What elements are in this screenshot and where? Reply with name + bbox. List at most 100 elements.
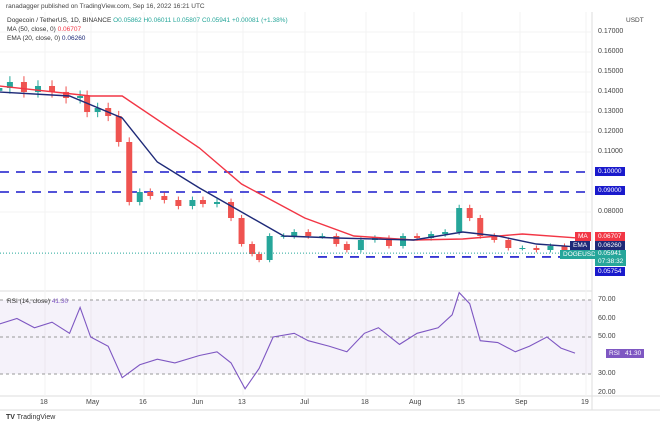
price-tick: 0.11000 bbox=[598, 148, 623, 155]
candle bbox=[561, 246, 568, 250]
time-tick: Aug bbox=[409, 399, 422, 406]
ohlc-high: H0.06011 bbox=[143, 17, 172, 24]
rsi-label: RSI (14, close) bbox=[7, 298, 50, 305]
legend-symbol: Dogecoin / TetherUS, 1D, BINANCE O0.0586… bbox=[7, 17, 288, 24]
candle bbox=[126, 142, 133, 202]
level-tag-010: 0.10000 bbox=[595, 167, 625, 176]
rsi-tick: 70.00 bbox=[598, 296, 616, 303]
price-tick: 0.17000 bbox=[598, 28, 624, 35]
ohlc-low: L0.05807 bbox=[173, 17, 201, 24]
candle bbox=[20, 82, 27, 92]
legend-rsi[interactable]: RSI (14, close) 41.30 bbox=[7, 298, 68, 305]
candle bbox=[442, 232, 449, 234]
candle bbox=[477, 218, 484, 236]
candle bbox=[77, 96, 84, 98]
rsi-value-tag: 41.30 bbox=[622, 349, 645, 358]
time-tick: 13 bbox=[238, 399, 246, 406]
candle bbox=[533, 248, 540, 250]
rsi-value: 41.30 bbox=[51, 298, 69, 305]
countdown: 07:38:32 bbox=[598, 258, 624, 265]
candle bbox=[34, 86, 41, 92]
ma50-line bbox=[0, 85, 576, 241]
candle bbox=[385, 238, 392, 246]
price-tick: 0.12000 bbox=[598, 128, 624, 135]
candle bbox=[94, 108, 101, 112]
ema20-line bbox=[0, 91, 576, 248]
price-tick: 0.08000 bbox=[598, 208, 624, 215]
candle bbox=[238, 218, 245, 244]
ema-tag: EMA bbox=[570, 241, 591, 250]
candle bbox=[189, 200, 196, 206]
candle bbox=[333, 236, 340, 244]
rsi-tick: 30.00 bbox=[598, 370, 616, 377]
candle bbox=[256, 254, 263, 260]
ma-label: MA (50, close, 0) bbox=[7, 26, 56, 33]
price-tick: 0.14000 bbox=[598, 88, 624, 95]
time-tick: May bbox=[86, 399, 100, 406]
candle bbox=[63, 92, 70, 98]
symbol-label: Dogecoin / TetherUS, 1D, BINANCE bbox=[7, 17, 112, 24]
time-tick: 16 bbox=[139, 399, 147, 406]
candle bbox=[305, 232, 312, 236]
candle bbox=[249, 244, 256, 254]
candle bbox=[147, 192, 154, 196]
candle bbox=[319, 236, 326, 237]
ohlc-close: C0.05941 bbox=[201, 17, 231, 24]
candle bbox=[491, 236, 498, 240]
candle bbox=[0, 88, 3, 91]
ma-tag: MA bbox=[575, 232, 591, 241]
currency-label: USDT bbox=[626, 17, 644, 24]
rsi-tick: 20.00 bbox=[598, 388, 616, 396]
candle bbox=[175, 200, 182, 206]
last-price: 0.05941 bbox=[598, 250, 622, 257]
time-tick: Jul bbox=[300, 399, 309, 406]
candle bbox=[49, 86, 56, 92]
support-tag: 0.05754 bbox=[595, 267, 625, 276]
symbol-tag: DOGEUSDT bbox=[560, 250, 603, 259]
rsi-tick: 60.00 bbox=[598, 314, 616, 322]
candle bbox=[466, 208, 473, 218]
candle bbox=[414, 236, 421, 238]
ema-price-tag: 0.06260 bbox=[595, 241, 625, 250]
candle bbox=[161, 196, 168, 200]
candle bbox=[115, 116, 122, 142]
ma-price-tag: 0.06707 bbox=[595, 232, 625, 241]
time-tick: 18 bbox=[40, 399, 48, 406]
candle bbox=[519, 248, 526, 249]
candle bbox=[6, 82, 13, 88]
ema-value: 0.06260 bbox=[61, 35, 86, 42]
candle bbox=[343, 244, 350, 250]
last-price-tag: 0.05941 07:38:32 bbox=[595, 250, 627, 266]
candle bbox=[228, 202, 235, 218]
ema-label: EMA (20, close, 0) bbox=[7, 35, 61, 42]
candle bbox=[357, 240, 364, 250]
candle bbox=[213, 202, 220, 204]
candle bbox=[136, 192, 143, 202]
candle bbox=[266, 236, 273, 260]
ohlc-change: +0.00081 (+1.38%) bbox=[231, 17, 288, 24]
ma-value: 0.06707 bbox=[57, 26, 82, 33]
candle bbox=[456, 208, 463, 232]
rsi-tag: RSI bbox=[606, 349, 623, 358]
rsi-line bbox=[0, 291, 576, 390]
legend-ma[interactable]: MA (50, close, 0) 0.06707 bbox=[7, 26, 81, 33]
candle bbox=[400, 236, 407, 246]
candle bbox=[547, 246, 554, 250]
legend-ema[interactable]: EMA (20, close, 0) 0.06260 bbox=[7, 35, 85, 42]
ohlc-open: O0.05862 bbox=[113, 17, 142, 24]
candle bbox=[428, 234, 435, 238]
time-tick: 19 bbox=[581, 399, 589, 406]
rsi-tick: 50.00 bbox=[598, 333, 616, 340]
level-tag-009: 0.09000 bbox=[595, 186, 625, 195]
time-tick: Jun bbox=[192, 399, 204, 406]
time-tick: 18 bbox=[361, 399, 369, 406]
time-tick: 15 bbox=[457, 399, 465, 406]
price-tick: 0.15000 bbox=[598, 68, 624, 75]
candle bbox=[291, 232, 298, 236]
price-tick: 0.13000 bbox=[598, 108, 624, 115]
tradingview-logo[interactable]: TV TradingView bbox=[6, 414, 55, 421]
brand-name: TradingView bbox=[16, 414, 56, 421]
price-tick: 0.16000 bbox=[598, 48, 624, 55]
